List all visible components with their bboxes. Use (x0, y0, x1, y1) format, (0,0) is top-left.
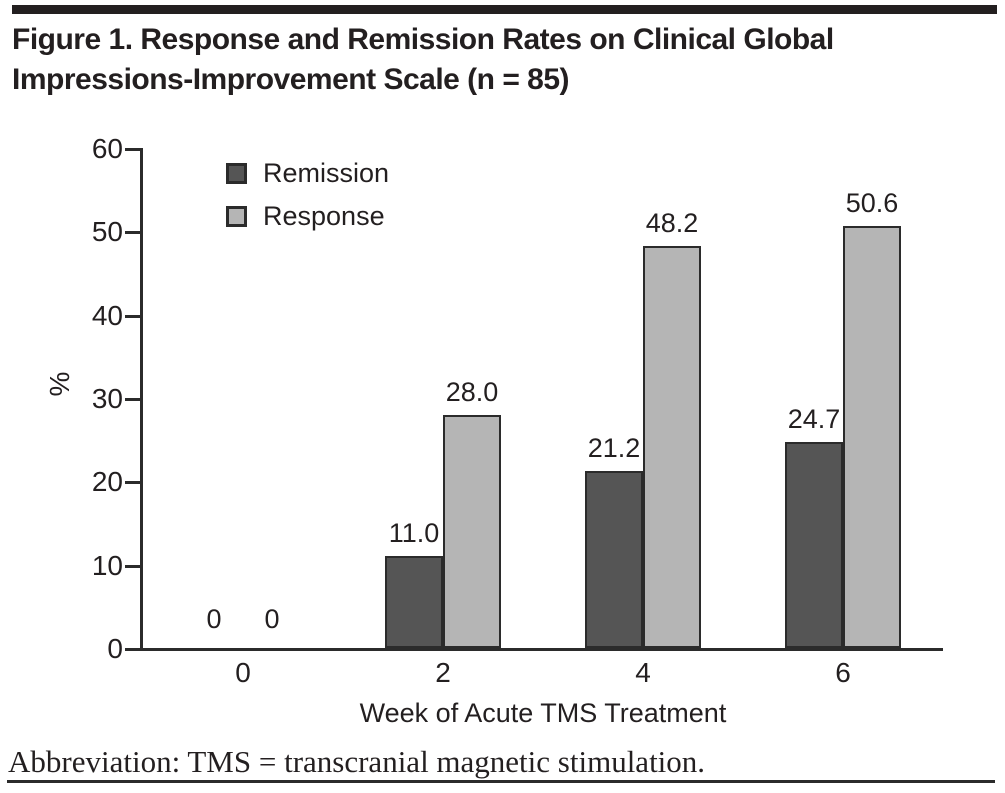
y-tick-label-40: 40 (91, 299, 123, 331)
chart-legend: Remission Response (226, 160, 389, 246)
abbreviation-footnote: Abbreviation: TMS = transcranial magneti… (8, 744, 706, 779)
bar-value-response-week-0: 0 (264, 604, 280, 634)
bar-response-week-6 (843, 226, 901, 648)
top-rule (12, 5, 997, 14)
y-tick-10 (125, 564, 140, 568)
figure-title-line-2: Impressions-Improvement Scale (n = 85) (12, 63, 570, 96)
legend-label-response: Response (263, 201, 385, 231)
bar-remission-week-6 (785, 442, 843, 648)
bar-remission-week-4 (585, 471, 643, 648)
x-tick-label-week-2: 2 (435, 657, 451, 688)
y-tick-label-0: 0 (107, 633, 123, 664)
y-tick-60 (125, 148, 140, 151)
legend-row-response: Response (226, 203, 389, 230)
x-axis-title: Week of Acute TMS Treatment (359, 698, 727, 728)
y-tick-20 (125, 481, 140, 485)
y-tick-30 (125, 398, 140, 401)
x-tick-label-week-4: 4 (635, 657, 651, 688)
legend-swatch-response (226, 206, 247, 227)
x-tick-label-week-6: 6 (835, 657, 851, 688)
y-tick-label-20: 20 (91, 466, 123, 498)
y-tick-label-50: 50 (91, 216, 123, 248)
y-tick-label-30: 30 (91, 383, 123, 414)
bar-value-remission-week-6: 24.7 (787, 404, 841, 435)
bar-remission-week-2 (385, 556, 443, 648)
bar-value-response-week-2: 28.0 (445, 376, 499, 407)
bar-response-week-2 (443, 414, 501, 648)
legend-row-remission: Remission (226, 160, 389, 187)
y-tick-label-10: 10 (91, 549, 123, 581)
y-tick-0 (125, 648, 140, 651)
plot-area: 0 10 20 30 40 50 60 0 0 0 2 11.0 28.0 4 21.2 48.2 6 24.7 5… (92, 135, 943, 687)
bar-value-response-week-4: 48.2 (645, 208, 699, 239)
x-tick-label-week-0: 0 (235, 657, 251, 688)
y-tick-40 (125, 314, 140, 318)
bar-value-response-week-6: 50.6 (845, 188, 899, 219)
figure-title-line-1: Figure 1. Response and Remission Rates o… (12, 23, 834, 56)
y-tick-50 (125, 231, 140, 235)
bar-response-week-4 (643, 246, 701, 648)
bar-value-remission-week-4: 21.2 (587, 433, 641, 464)
legend-swatch-remission (226, 163, 247, 184)
bottom-rule (7, 780, 995, 783)
figure-title: Figure 1. Response and Remission Rates o… (12, 20, 834, 100)
bar-value-remission-week-2: 11.0 (388, 518, 440, 549)
y-tick-label-60: 60 (91, 133, 123, 164)
bar-value-remission-week-0: 0 (206, 604, 222, 634)
legend-label-remission: Remission (263, 158, 390, 188)
